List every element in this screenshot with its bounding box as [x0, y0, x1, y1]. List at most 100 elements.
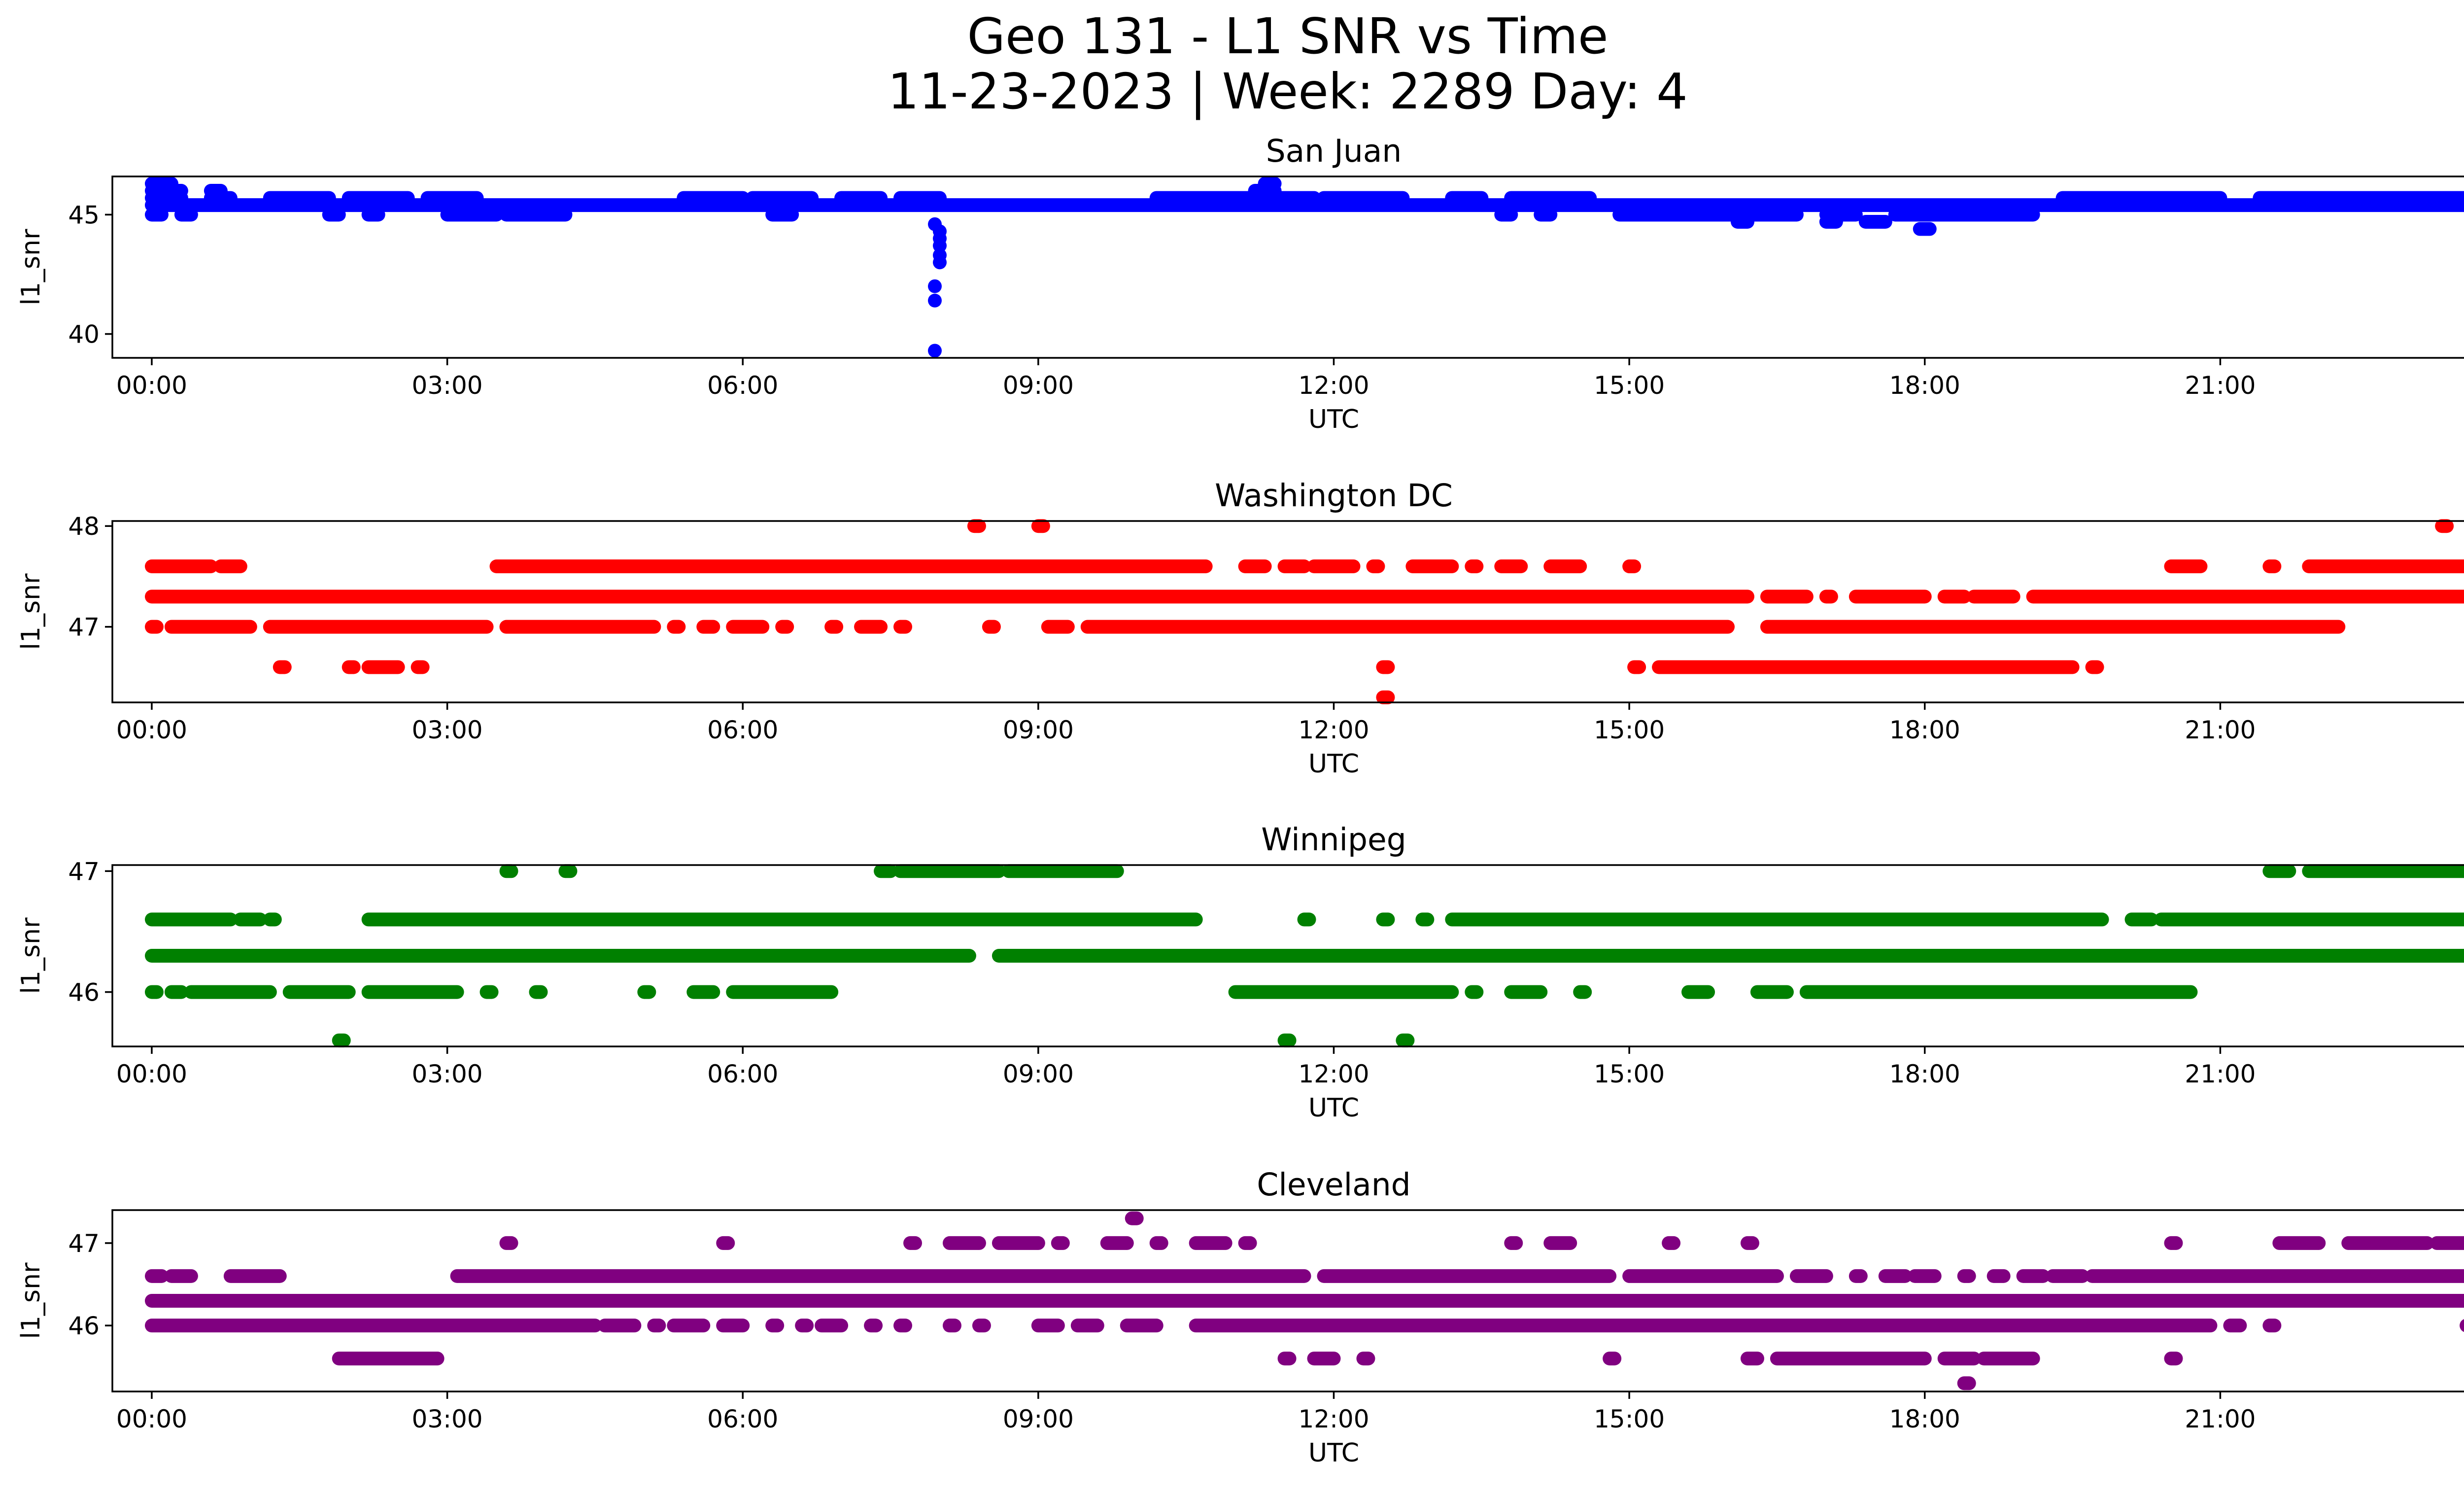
data-point-run	[2164, 1352, 2183, 1366]
data-point-run	[1238, 559, 1272, 573]
y-axis-label: l1_snr	[16, 573, 46, 650]
y-tick-label: 45	[68, 201, 100, 229]
data-point-run	[144, 1294, 2464, 1308]
y-axis-label: l1_snr	[16, 229, 46, 306]
data-point-run	[499, 1236, 518, 1250]
data-point-run	[332, 1033, 351, 1047]
data-point-run	[1913, 222, 1937, 236]
data-point-run	[1317, 191, 1410, 205]
data-point-run	[2460, 1319, 2464, 1332]
subplot: Cleveland 00:00 03:00 06:00 09:00 12:00 15:00 1…	[16, 1167, 2464, 1468]
data-point-run	[1799, 985, 2198, 999]
data-point-run	[2223, 1319, 2247, 1333]
data-point-run	[1603, 1352, 1622, 1366]
data-point-run	[2085, 660, 2104, 674]
data-point-run	[854, 620, 888, 634]
data-point-run	[716, 1319, 750, 1333]
x-tick-label: 21:00	[2185, 371, 2256, 400]
data-point-run	[1277, 1033, 1297, 1047]
figure-title-line-1: Geo 131 - L1 SNR vs Time	[967, 7, 1608, 65]
data-point-run	[1504, 985, 1548, 999]
data-point-run	[2262, 559, 2282, 573]
data-point-run	[144, 985, 164, 999]
data-point-run	[361, 912, 1203, 927]
x-tick-label: 18:00	[1889, 371, 1960, 400]
data-point-run	[1415, 912, 1435, 927]
data-point-run	[1031, 519, 1050, 533]
data-point-run	[1445, 912, 2109, 927]
data-point-run	[1740, 1352, 1764, 1366]
data-point-run	[2262, 864, 2296, 878]
subplot: Winnipeg 00:00 03:00 06:00 09:00 12:00 15:00 18…	[16, 822, 2464, 1123]
data-point-run	[2435, 519, 2454, 533]
x-tick-label: 21:00	[2185, 1405, 2256, 1433]
data-point-run	[499, 620, 661, 634]
data-point-run	[1356, 1352, 1375, 1366]
data-point-run	[677, 191, 750, 205]
x-tick-label: 12:00	[1298, 371, 1369, 400]
data-point-run	[213, 559, 247, 573]
x-tick-label: 15:00	[1594, 1405, 1665, 1433]
data-point-run	[164, 620, 257, 634]
figure-title: Geo 131 - L1 SNR vs Time 11-23-2023 | We…	[0, 9, 2464, 119]
data-point-run	[1125, 1211, 1144, 1225]
y-tick-label: 46	[68, 1312, 100, 1340]
x-tick-label: 00:00	[116, 1060, 187, 1088]
x-tick-label: 06:00	[707, 1060, 778, 1088]
data-point-run	[1277, 1352, 1297, 1366]
data-point-run	[2302, 864, 2464, 878]
x-tick-label: 03:00	[412, 371, 483, 400]
data-point-run	[1750, 985, 1794, 999]
data-point-run	[864, 1319, 883, 1333]
x-axis-label: UTC	[1308, 405, 1359, 434]
data-point-run	[144, 176, 178, 191]
data-point-run	[815, 1319, 849, 1333]
subplot: Washington DC 00:00 03:00 06:00 09:00 12:00 15…	[16, 478, 2464, 779]
data-point-run	[1573, 985, 1592, 999]
data-point-run	[1986, 1269, 2011, 1283]
data-point-run	[420, 191, 484, 205]
data-point-run	[598, 1319, 642, 1333]
data-point-run	[1740, 1236, 1759, 1250]
data-point-run	[1376, 690, 1395, 704]
x-tick-label: 18:00	[1889, 1060, 1960, 1088]
data-point-run	[1189, 1319, 2218, 1333]
data-point-run	[2430, 1236, 2464, 1250]
x-tick-label: 21:00	[2185, 716, 2256, 744]
y-tick-label: 46	[68, 978, 100, 1007]
data-point-run	[144, 620, 164, 634]
data-point-run	[1405, 559, 1459, 573]
data-point-run	[263, 620, 494, 634]
data-point-run	[1149, 1236, 1168, 1250]
data-point-run	[1297, 912, 1316, 927]
data-point-run	[992, 949, 2464, 963]
data-point-run	[726, 620, 770, 634]
x-tick-label: 18:00	[1889, 1405, 1960, 1433]
data-point-run	[1445, 191, 1489, 205]
data-point-run	[1376, 912, 1395, 927]
data-point-run	[1307, 559, 1361, 573]
data-series	[144, 864, 2464, 1047]
data-point-run	[204, 184, 228, 198]
data-point-run	[529, 985, 548, 999]
subplot-title: Washington DC	[1215, 478, 1453, 514]
x-tick-label: 03:00	[412, 1060, 483, 1088]
data-point-run	[1760, 590, 1814, 604]
data-point-run	[893, 191, 947, 205]
data-point-run	[273, 660, 292, 674]
data-point-run	[1957, 1269, 1976, 1283]
data-point-run	[2164, 1236, 2183, 1250]
x-axis-label: UTC	[1308, 1093, 1359, 1123]
data-point-run	[1504, 191, 1597, 205]
data-point-run	[696, 620, 720, 634]
data-point-run	[1494, 559, 1528, 573]
data-point-run	[716, 1236, 735, 1250]
data-point-run	[1977, 1352, 2040, 1366]
data-point-run	[1937, 1352, 1981, 1366]
x-tick-label: 15:00	[1594, 716, 1665, 744]
x-tick-label: 00:00	[116, 371, 187, 400]
data-point-run	[1317, 1269, 1617, 1283]
data-point-run	[1878, 1269, 1912, 1283]
data-point-run	[1041, 620, 1075, 634]
